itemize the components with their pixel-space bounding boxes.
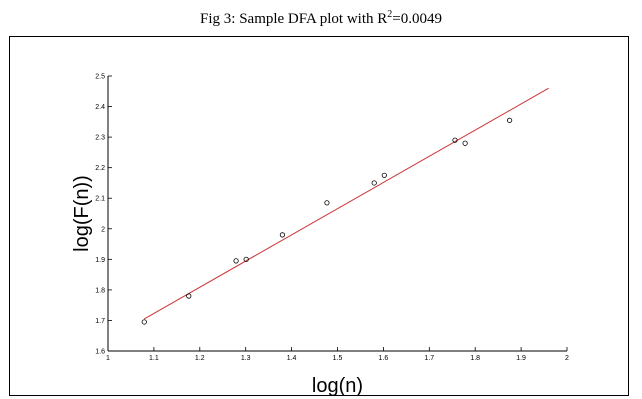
figure-frame <box>9 36 629 396</box>
data-point <box>279 232 286 238</box>
data-point <box>462 140 468 146</box>
y-tick-label: 2.5 <box>95 74 105 81</box>
data-point <box>371 180 377 186</box>
y-tick-label: 1.9 <box>95 257 105 264</box>
y-tick-label: 2.1 <box>95 196 105 203</box>
x-tick-label: 1.1 <box>149 355 159 362</box>
caption-prefix: Fig 3: Sample DFA plot with R <box>200 11 388 27</box>
x-axis-title: log(n) <box>312 375 363 397</box>
x-tick-label: 1.7 <box>424 355 434 362</box>
x-tick-label: 1 <box>106 355 110 362</box>
data-point <box>452 137 458 143</box>
y-tick-label: 1.8 <box>95 287 105 294</box>
x-tick-label: 1.8 <box>470 355 480 362</box>
data-point <box>507 117 513 123</box>
y-tick-label: 1.6 <box>95 349 105 356</box>
fit-line-group <box>144 87 549 320</box>
x-tick-label: 1.9 <box>516 355 526 362</box>
axes: 1 1.1 1.2 1.3 1.4 1.5 1.6 1.7 1.8 1.9 2 1.6 1.7 1.8 1.… <box>95 74 569 363</box>
y-tick-label: 1.7 <box>95 318 105 325</box>
fit-line <box>144 87 549 320</box>
x-tick-label: 1.4 <box>287 355 297 362</box>
y-axis-title: log(F(n)) <box>71 175 93 252</box>
caption-superscript: 2 <box>387 9 393 20</box>
data-points <box>141 117 513 325</box>
y-tick-label: 2.3 <box>95 135 105 142</box>
data-point <box>243 256 249 262</box>
caption-suffix: =0.0049 <box>392 11 442 27</box>
y-tick-label: 2.4 <box>95 104 105 111</box>
y-tick-label: 2 <box>101 226 105 233</box>
data-point <box>324 200 330 206</box>
x-tick-label: 2 <box>565 355 569 362</box>
data-point <box>233 258 239 264</box>
x-tick-label: 1.3 <box>241 355 251 362</box>
data-point <box>186 293 192 299</box>
figure-caption: Fig 3: Sample DFA plot with R2=0.0049 <box>0 9 642 28</box>
x-tick-label: 1.5 <box>333 355 343 362</box>
y-tick-label: 2.2 <box>95 165 105 172</box>
x-tick-label: 1.2 <box>195 355 205 362</box>
x-tick-label: 1.6 <box>379 355 389 362</box>
data-point <box>141 319 147 325</box>
data-point <box>381 172 387 178</box>
